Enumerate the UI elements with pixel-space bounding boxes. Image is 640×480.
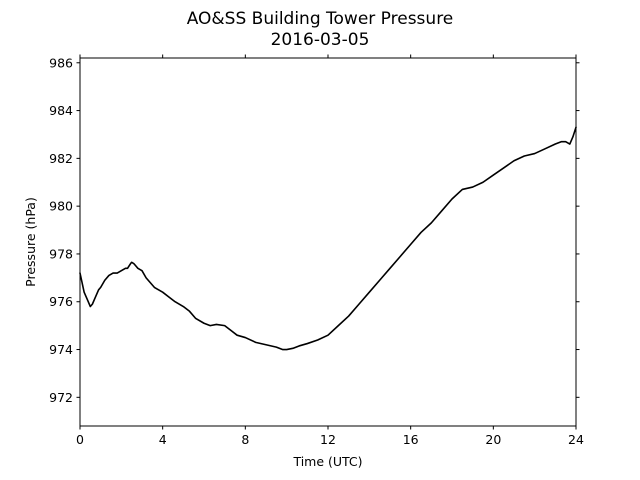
pressure-series-line bbox=[79, 126, 577, 351]
y-tick-label: 980 bbox=[49, 199, 73, 214]
y-tick-label: 972 bbox=[49, 390, 73, 405]
y-tick-label: 986 bbox=[49, 55, 73, 70]
y-tick-label: 984 bbox=[49, 103, 73, 118]
x-tick-label: 24 bbox=[568, 432, 584, 447]
y-axis-label: Pressure (hPa) bbox=[23, 197, 38, 287]
y-tick-label: 982 bbox=[49, 151, 73, 166]
y-tick-label: 976 bbox=[49, 294, 73, 309]
x-tick-label: 20 bbox=[485, 432, 501, 447]
x-tick-label: 16 bbox=[403, 432, 419, 447]
chart-subtitle: 2016-03-05 bbox=[271, 30, 370, 50]
x-axis-label: Time (UTC) bbox=[292, 454, 362, 469]
x-tick-label: 12 bbox=[320, 432, 336, 447]
x-tick-label: 8 bbox=[241, 432, 249, 447]
x-tick-label: 4 bbox=[159, 432, 167, 447]
chart-title: AO&SS Building Tower Pressure bbox=[187, 9, 454, 29]
plot-frame bbox=[79, 57, 577, 427]
y-tick-label: 978 bbox=[49, 246, 73, 261]
x-tick-label: 0 bbox=[76, 432, 84, 447]
axis-ticks: 0 4 8 12 16 20 24 972 974 976 978 980 982 984 986 bbox=[49, 54, 584, 447]
series-layer bbox=[79, 126, 577, 351]
y-tick-label: 974 bbox=[49, 342, 73, 357]
